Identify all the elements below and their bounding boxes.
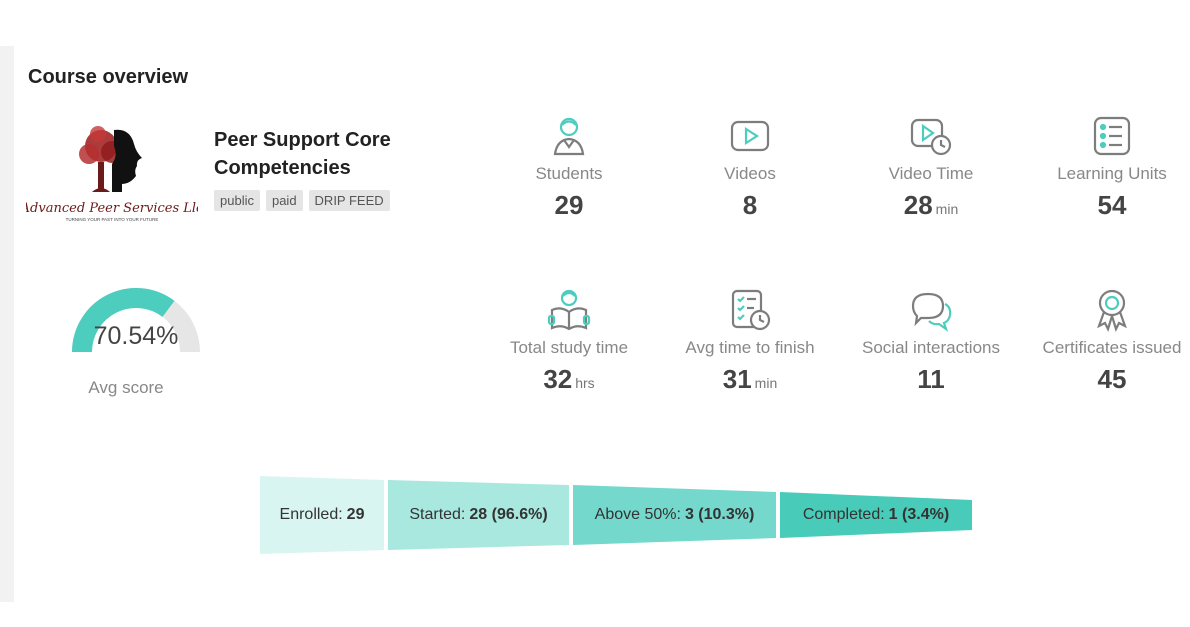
student-icon — [553, 117, 585, 156]
reading-icon — [547, 289, 591, 331]
stat-label: Avg time to finish — [685, 338, 815, 357]
gauge-fill — [72, 288, 175, 353]
chat-icon — [911, 292, 952, 332]
funnel-completed: Completed: 1 (3.4%) — [802, 506, 950, 523]
funnel-segment-completed — [780, 492, 972, 538]
profile-silhouette-icon — [112, 129, 142, 192]
avg-score-label: Avg score — [88, 378, 164, 397]
stat-value: 31 min — [722, 364, 778, 394]
course-name: Peer Support Core Competencies — [214, 129, 391, 179]
left-rule — [0, 46, 14, 602]
award-icon — [1097, 289, 1127, 332]
progress-funnel: Enrolled: 29 Started: 28 (96.6%) Above 50%… — [260, 476, 975, 556]
course-logo: Advanced Peer Services Llc TURNING YOUR … — [26, 126, 198, 222]
course-tags: public paid DRIP FEED — [214, 190, 390, 211]
stat-label: Video Time — [888, 164, 974, 183]
stat-value: 28 min — [903, 190, 959, 220]
stat-label: Videos — [724, 164, 776, 183]
tag-paid: paid — [265, 190, 303, 211]
stat-label: Students — [535, 164, 603, 183]
stat-value: 54 — [1097, 190, 1127, 220]
video-time-icon — [910, 118, 952, 156]
stat-social-interactions: Social interactions 11 — [851, 288, 1011, 395]
logo-tagline: TURNING YOUR PAST INTO YOUR FUTURE — [66, 217, 159, 222]
stat-value: 29 — [554, 190, 584, 220]
funnel-segment-started — [388, 480, 569, 550]
stat-label: Learning Units — [1057, 164, 1167, 183]
logo-text: Advanced Peer Services Llc — [26, 201, 198, 216]
stat-total-study-time: Total study time 32 hrs — [489, 288, 649, 395]
stat-label: Total study time — [509, 338, 629, 357]
stat-value: 8 — [742, 190, 758, 220]
stat-learning-units: Learning Units 54 — [1032, 114, 1190, 221]
stat-label: Social interactions — [862, 338, 1000, 357]
stat-avg-time-to-finish: Avg time to finish 31 min — [670, 288, 830, 395]
list-icon — [1093, 116, 1131, 156]
stat-video-time: Video Time 28 min — [851, 114, 1011, 221]
page-title: Course overview — [28, 66, 189, 88]
avg-score-gauge — [72, 288, 200, 353]
funnel-shapes — [260, 476, 972, 554]
tag-drip-feed: DRIP FEED — [308, 190, 390, 211]
stat-value: 32 hrs — [543, 364, 595, 394]
funnel-enrolled: Enrolled: 29 — [279, 506, 365, 523]
stat-videos: Videos 8 — [670, 114, 830, 221]
stat-value: 45 — [1097, 364, 1127, 394]
stat-students: Students 29 — [489, 114, 649, 221]
avg-score-value: 70.54% — [93, 322, 179, 350]
checklist-clock-icon — [731, 289, 771, 331]
video-icon — [730, 120, 770, 152]
funnel-above-50: Above 50%: 3 (10.3%) — [594, 506, 755, 523]
stat-value: 11 — [917, 364, 945, 394]
funnel-segment-above-50 — [573, 485, 776, 545]
funnel-started: Started: 28 (96.6%) — [409, 506, 548, 523]
stat-label: Certificates issued — [1042, 338, 1182, 357]
funnel-segment-enrolled — [260, 476, 384, 554]
stat-certificates-issued: Certificates issued 45 — [1032, 288, 1190, 395]
tag-public: public — [214, 190, 260, 211]
